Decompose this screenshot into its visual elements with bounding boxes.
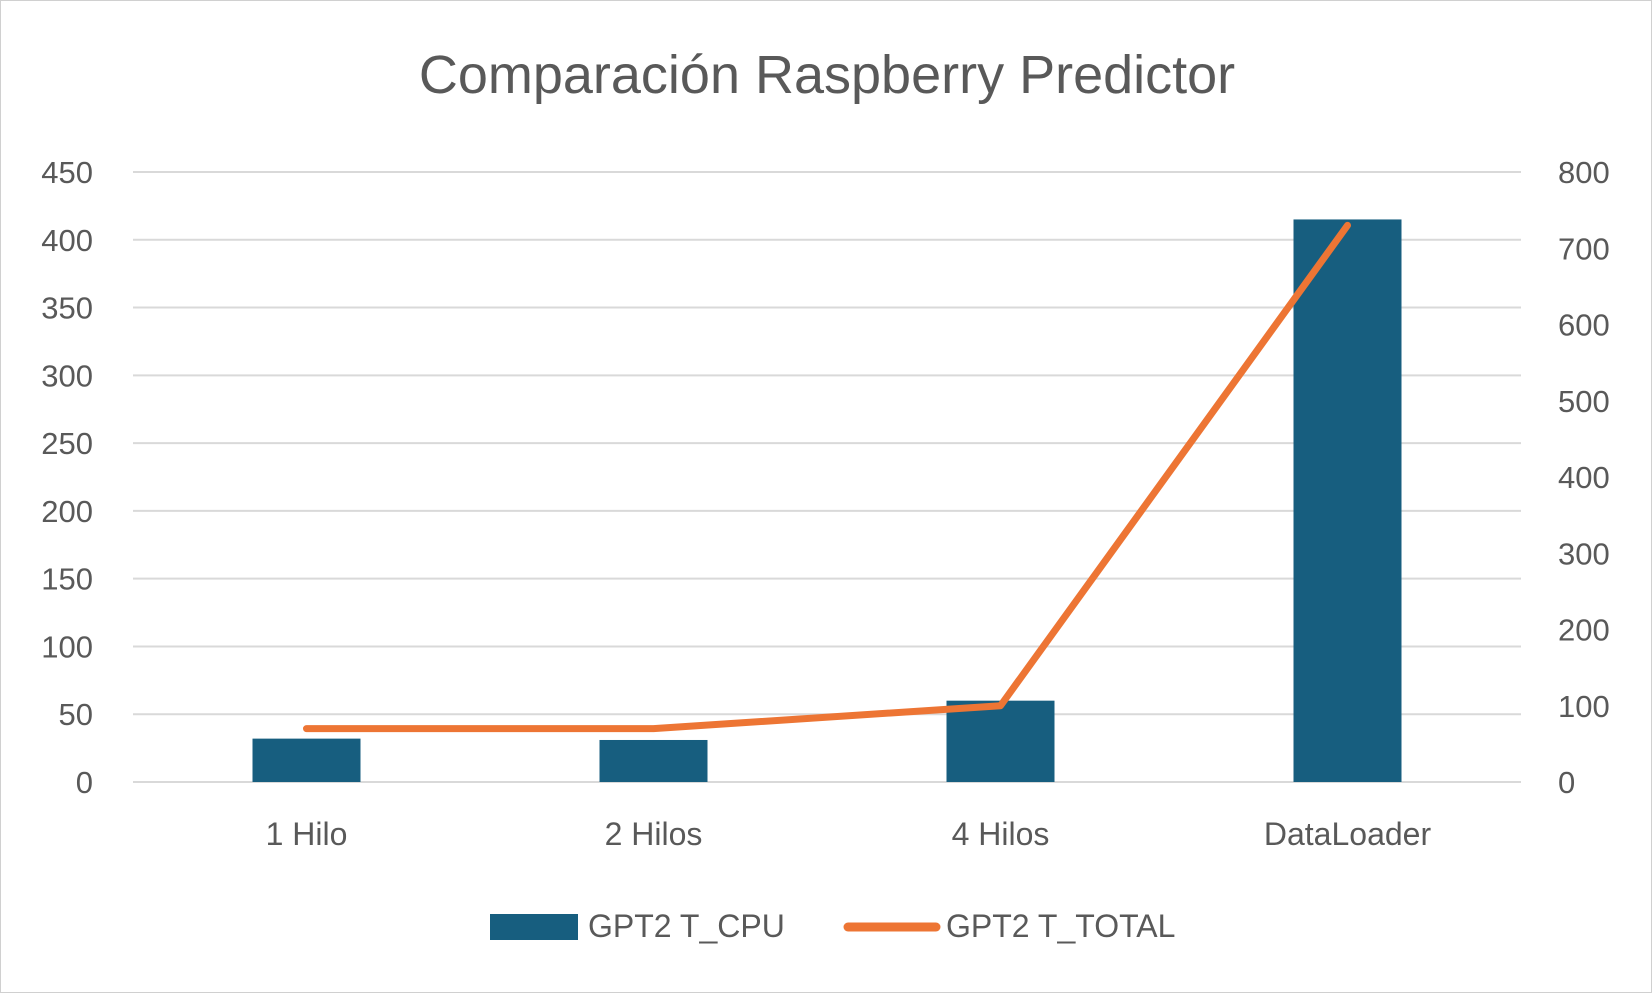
left-tick-label: 250 <box>41 426 93 461</box>
bar <box>946 700 1055 782</box>
left-axis-ticks: 0 50 100 150 200 250 300 350 400 450 <box>41 155 93 800</box>
chart-title: Comparación Raspberry Predictor <box>419 45 1235 105</box>
bar <box>252 738 361 782</box>
gridlines <box>133 171 1521 783</box>
right-tick-label: 300 <box>1558 536 1610 571</box>
right-tick-label: 200 <box>1558 613 1610 648</box>
left-tick-label: 50 <box>59 697 93 732</box>
category-label: DataLoader <box>1264 816 1432 852</box>
legend-swatch-bar <box>490 914 578 940</box>
bar <box>1293 219 1402 782</box>
right-tick-label: 0 <box>1558 765 1575 800</box>
right-tick-label: 800 <box>1558 155 1610 190</box>
left-tick-label: 300 <box>41 358 93 393</box>
right-tick-label: 100 <box>1558 689 1610 724</box>
left-tick-label: 350 <box>41 291 93 326</box>
left-tick-label: 100 <box>41 629 93 664</box>
right-tick-label: 500 <box>1558 384 1610 419</box>
left-tick-label: 400 <box>41 223 93 258</box>
bar <box>599 739 708 782</box>
left-tick-label: 200 <box>41 494 93 529</box>
category-label: 1 Hilo <box>266 816 348 852</box>
right-tick-label: 400 <box>1558 460 1610 495</box>
category-labels: 1 Hilo 2 Hilos 4 Hilos DataLoader <box>266 816 1432 852</box>
left-tick-label: 0 <box>76 765 93 800</box>
left-tick-label: 150 <box>41 562 93 597</box>
category-label: 4 Hilos <box>952 816 1050 852</box>
right-tick-label: 700 <box>1558 231 1610 266</box>
bar-series <box>252 219 1402 782</box>
legend-label-bar: GPT2 T_CPU <box>588 908 785 944</box>
series-line <box>303 221 1351 733</box>
left-tick-label: 450 <box>41 155 93 190</box>
right-tick-label: 600 <box>1558 308 1610 343</box>
legend-label-line: GPT2 T_TOTAL <box>946 908 1175 944</box>
right-axis-ticks: 0 100 200 300 400 500 600 700 800 <box>1558 155 1610 800</box>
line-series <box>303 221 1351 733</box>
legend: GPT2 T_CPU GPT2 T_TOTAL <box>490 908 1175 944</box>
category-label: 2 Hilos <box>605 816 703 852</box>
